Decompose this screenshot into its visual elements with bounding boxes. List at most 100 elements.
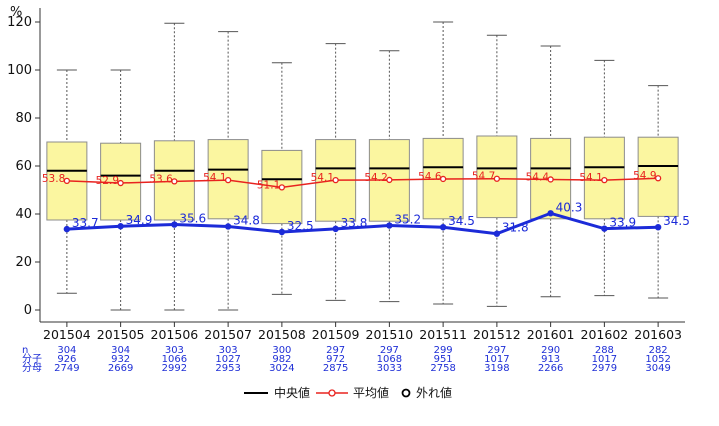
median-data-label: 33.9	[609, 216, 636, 230]
median-point	[332, 225, 339, 233]
stat-value: 2979	[592, 363, 617, 374]
series-layer: 53.8 52.9 53.6 54.1 51.1 54.1 54.2 54.6 54.7 54.4…	[42, 170, 690, 237]
stat-value: 3198	[484, 363, 509, 374]
stat-value: 2953	[215, 363, 240, 374]
stat-value: 1017	[592, 354, 617, 365]
median-point	[224, 223, 232, 230]
stat-row-label: 分子	[22, 353, 42, 365]
median-data-label: 35.2	[394, 213, 421, 227]
box-iqr	[637, 136, 679, 217]
stat-value: 932	[111, 354, 130, 365]
y-tick-label: 0	[24, 303, 32, 318]
stat-value: 297	[326, 345, 345, 356]
median-data-label: 34.9	[126, 213, 153, 227]
mean-point	[224, 177, 232, 184]
mean-point	[171, 178, 178, 185]
mean-data-label: 54.9	[633, 170, 656, 182]
x-tick-label: 201508	[258, 327, 306, 342]
median-point	[493, 230, 501, 237]
stat-value: 913	[541, 354, 560, 365]
median-series-line	[66, 211, 659, 236]
median-data-label: 34.5	[448, 214, 475, 228]
mean-point	[386, 176, 393, 184]
x-tick-label: 201601	[527, 327, 575, 342]
median-data-label: 40.3	[556, 200, 583, 214]
y-axis-ticks: 0 20 40 60 80 100 120	[7, 15, 40, 318]
mean-data-label: 54.1	[203, 172, 226, 184]
x-tick-label: 201506	[151, 327, 199, 342]
median-point	[601, 225, 608, 232]
x-tick-label: 201603	[634, 327, 682, 342]
median-point	[547, 210, 554, 217]
mean-point	[278, 184, 286, 191]
y-axis-unit: %	[10, 5, 22, 20]
median-data-label: 34.8	[233, 213, 260, 227]
stat-row-label: n	[22, 345, 28, 356]
x-tick-label: 201512	[473, 327, 521, 342]
y-tick-label: 80	[15, 111, 32, 126]
mean-data-label: 54.6	[418, 171, 442, 183]
legend-mean-label: 平均値	[353, 385, 389, 400]
stat-value: 304	[57, 345, 76, 356]
median-point	[278, 228, 286, 236]
stat-value: 303	[219, 345, 238, 356]
x-tick-label: 201510	[366, 327, 414, 342]
stat-value: 2875	[323, 363, 348, 374]
stat-value: 1017	[484, 354, 509, 365]
mean-data-label: 54.1	[311, 172, 334, 184]
mean-point	[332, 177, 339, 184]
legend-outlier-label: 外れ値	[416, 385, 452, 400]
stat-value: 282	[649, 345, 668, 356]
mean-data-label: 51.1	[257, 179, 280, 191]
stat-value: 926	[57, 354, 76, 365]
mean-point	[117, 179, 124, 187]
mean-data-label: 54.7	[472, 171, 495, 183]
stat-value: 1052	[645, 354, 670, 365]
x-tick-label: 201511	[419, 327, 467, 342]
x-tick-label: 201507	[204, 327, 252, 342]
mean-point	[493, 175, 501, 182]
stat-value: 304	[111, 345, 130, 356]
y-tick-label: 60	[15, 159, 32, 174]
stat-value: 303	[165, 345, 184, 356]
stat-value: 972	[326, 354, 345, 365]
mean-data-label: 54.2	[364, 172, 387, 184]
x-tick-label: 201505	[97, 327, 145, 342]
legend: 中央値 平均値 外れ値	[244, 385, 452, 400]
stat-value: 288	[595, 345, 614, 356]
stat-value: 1027	[215, 354, 240, 365]
x-tick-label: 201509	[312, 327, 360, 342]
stat-value: 2266	[538, 363, 563, 374]
stat-value: 297	[487, 345, 506, 356]
mean-point	[63, 177, 71, 185]
stat-row-label: 分母	[22, 362, 42, 374]
median-point	[439, 224, 447, 231]
y-tick-label: 120	[7, 15, 32, 30]
legend-mean-swatch-point	[328, 389, 336, 397]
legend-outlier-swatch	[401, 388, 411, 398]
stat-value: 299	[434, 345, 453, 356]
y-tick-label: 20	[15, 255, 32, 270]
stat-value: 1066	[162, 354, 187, 365]
stat-value: 2992	[162, 363, 187, 374]
median-data-label: 32.5	[287, 219, 314, 233]
stat-value: 3049	[645, 363, 670, 374]
mean-data-label: 54.4	[526, 171, 550, 183]
mean-data-label: 52.9	[96, 175, 119, 187]
median-point	[63, 225, 71, 233]
median-data-label: 31.8	[502, 221, 529, 235]
median-data-label: 33.8	[341, 216, 368, 230]
median-data-label: 35.6	[179, 212, 206, 226]
stat-value: 2669	[108, 363, 133, 374]
median-point	[117, 223, 124, 230]
mean-data-label: 53.6	[149, 173, 173, 185]
stat-value: 1068	[377, 354, 402, 365]
mean-point	[654, 175, 662, 182]
median-point	[654, 224, 662, 231]
x-tick-label: 201602	[581, 327, 629, 342]
mean-series-line	[66, 177, 659, 189]
stat-value: 3024	[269, 363, 294, 374]
